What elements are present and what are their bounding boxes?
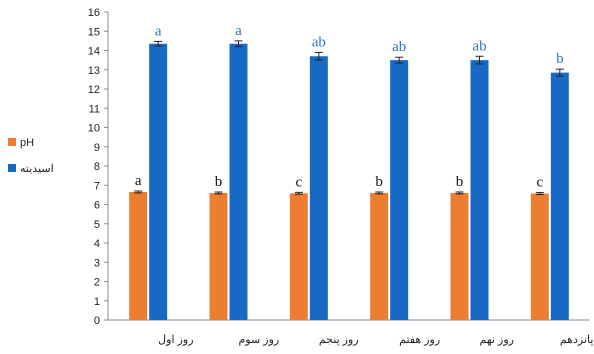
y-tick-label: 2	[94, 277, 100, 289]
legend-swatch-ph	[8, 138, 16, 146]
significance-letter: c	[295, 174, 302, 190]
bar-acidity	[390, 60, 409, 320]
y-tick-label: 1	[94, 296, 100, 308]
significance-letter: b	[456, 174, 464, 190]
bar-ph	[370, 192, 389, 320]
bar-acidity	[229, 43, 248, 320]
y-tick-label: 7	[94, 180, 100, 192]
significance-letter: ab	[472, 38, 486, 54]
y-tick-label: 11	[89, 103, 100, 115]
category-label: روز پنجم	[319, 334, 359, 346]
legend: pH اسیدیته	[8, 137, 54, 175]
y-tick-label: 3	[94, 257, 100, 269]
significance-letter: ab	[392, 39, 406, 55]
category-label: روز هفتم	[399, 334, 440, 346]
legend-swatch-acidity	[8, 164, 16, 172]
category-label: روز پانزدهم	[560, 334, 594, 346]
bar-acidity	[309, 56, 328, 321]
y-tick-label: 9	[94, 142, 100, 154]
bar-acidity	[470, 60, 489, 320]
bar-ph	[450, 192, 469, 320]
category-label: روز سوم	[239, 334, 280, 346]
y-tick-label: 12	[88, 84, 100, 96]
y-tick-label: 5	[94, 219, 100, 231]
bar-ph	[289, 193, 308, 320]
y-tick-label: 6	[94, 200, 100, 212]
category-label: روز نهم	[480, 334, 514, 346]
y-tick-label: 4	[94, 238, 100, 250]
bars	[129, 40, 569, 321]
y-tick-label: 10	[88, 123, 100, 135]
significance-letter: a	[235, 23, 242, 39]
significance-letter: ab	[312, 34, 326, 50]
bar-ph	[530, 193, 549, 320]
bar-acidity	[149, 43, 168, 320]
significance-letter: b	[215, 174, 223, 190]
legend-label-acidity: اسیدیته	[20, 163, 54, 175]
y-tick-label: 15	[88, 26, 100, 38]
y-tick-label: 8	[94, 161, 100, 173]
bar-ph	[129, 191, 148, 320]
y-tick-label: 14	[88, 46, 100, 58]
y-tick-label: 13	[88, 65, 100, 77]
y-tick-label: 0	[94, 315, 100, 327]
labels: a a روز اول b a روز سوم c ab روز پنجم b ab روز هفتم…	[135, 23, 594, 346]
y-tick-label: 16	[88, 7, 100, 19]
bar-acidity	[550, 72, 569, 320]
significance-letter: a	[155, 23, 162, 39]
bar-ph	[209, 192, 228, 320]
legend-label-ph: pH	[20, 137, 34, 149]
significance-letter: a	[135, 173, 142, 189]
category-label: روز اول	[158, 334, 193, 346]
significance-letter: b	[556, 51, 564, 67]
significance-letter: c	[536, 175, 543, 191]
significance-letter: b	[375, 174, 383, 190]
